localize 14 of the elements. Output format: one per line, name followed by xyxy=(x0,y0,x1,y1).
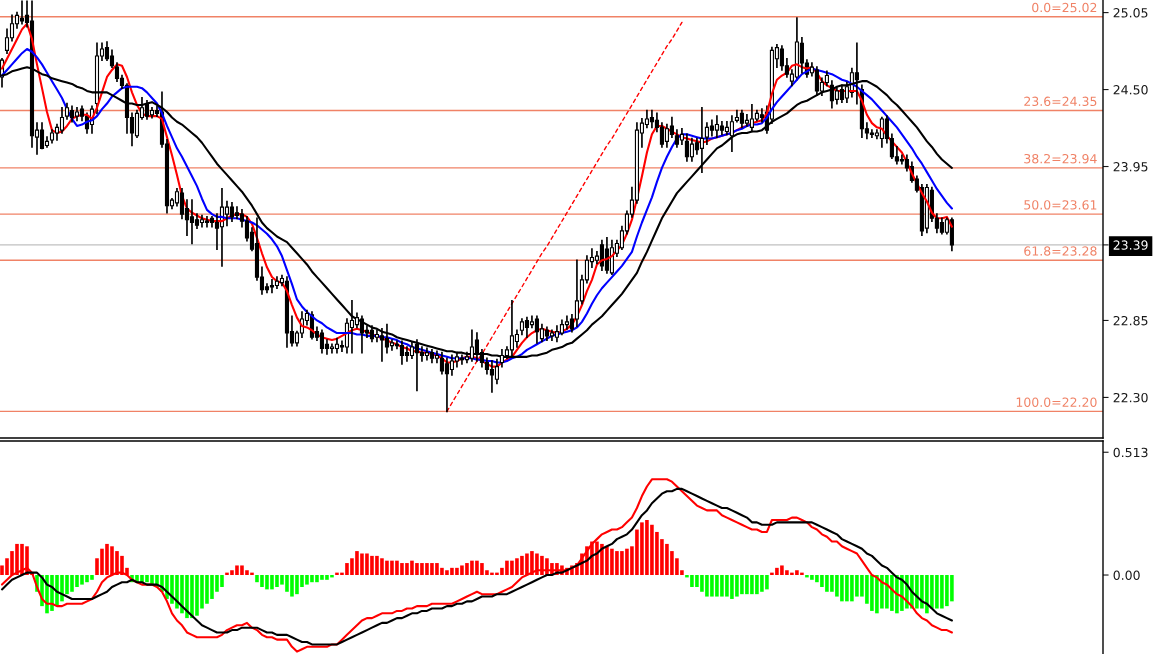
y-tick-label: 0.513 xyxy=(1113,447,1148,458)
y-tick-label: 25.05 xyxy=(1113,8,1148,18)
ref-line-label: 50.0=23.61 xyxy=(1024,200,1097,210)
y-tick-label: 22.30 xyxy=(1113,392,1148,403)
ref-line-label: 100.0=22.20 xyxy=(1016,397,1097,407)
ref-line-label: 0.0=25.02 xyxy=(1032,2,1097,13)
y-tick-label: 23.95 xyxy=(1113,162,1148,172)
y-tick-label: 23.39 xyxy=(1113,240,1148,250)
ref-line-label: 23.6=24.35 xyxy=(1024,96,1097,107)
y-tick-label: 24.50 xyxy=(1113,85,1148,95)
ref-line-label: 38.2=23.94 xyxy=(1024,153,1097,164)
ref-line-label: 61.8=23.28 xyxy=(1024,246,1097,256)
y-tick-label: 22.85 xyxy=(1113,315,1148,326)
y-tick-label: 0.00 xyxy=(1113,570,1140,580)
